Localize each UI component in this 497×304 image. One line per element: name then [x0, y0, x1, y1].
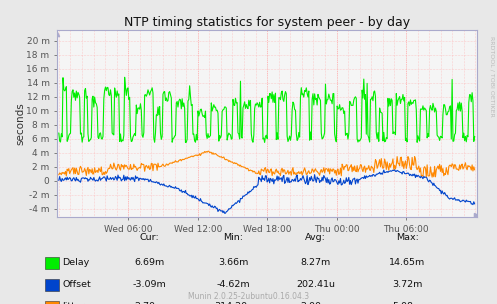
Text: Munin 2.0.25-2ubuntu0.16.04.3: Munin 2.0.25-2ubuntu0.16.04.3	[188, 292, 309, 301]
Text: 314.20u: 314.20u	[214, 302, 253, 304]
Text: 8.27m: 8.27m	[301, 258, 331, 268]
Text: Jitter: Jitter	[62, 302, 85, 304]
Text: 2.00m: 2.00m	[301, 302, 331, 304]
Title: NTP timing statistics for system peer - by day: NTP timing statistics for system peer - …	[124, 16, 410, 29]
Text: 5.08m: 5.08m	[393, 302, 422, 304]
Text: 14.65m: 14.65m	[390, 258, 425, 268]
Text: 3.66m: 3.66m	[218, 258, 249, 268]
Text: 202.41u: 202.41u	[296, 280, 335, 289]
Text: Offset: Offset	[62, 280, 91, 289]
Text: 6.69m: 6.69m	[134, 258, 164, 268]
Text: 2.70m: 2.70m	[134, 302, 164, 304]
Text: 3.72m: 3.72m	[392, 280, 423, 289]
Text: Delay: Delay	[62, 258, 89, 268]
Text: Max:: Max:	[396, 233, 419, 242]
Text: -3.09m: -3.09m	[132, 280, 166, 289]
Text: Avg:: Avg:	[305, 233, 326, 242]
Y-axis label: seconds: seconds	[15, 102, 25, 145]
Text: Cur:: Cur:	[139, 233, 159, 242]
Text: Min:: Min:	[224, 233, 244, 242]
Text: -4.62m: -4.62m	[217, 280, 250, 289]
Text: RRDTOOL / TOBI OETIKER: RRDTOOL / TOBI OETIKER	[490, 36, 495, 117]
